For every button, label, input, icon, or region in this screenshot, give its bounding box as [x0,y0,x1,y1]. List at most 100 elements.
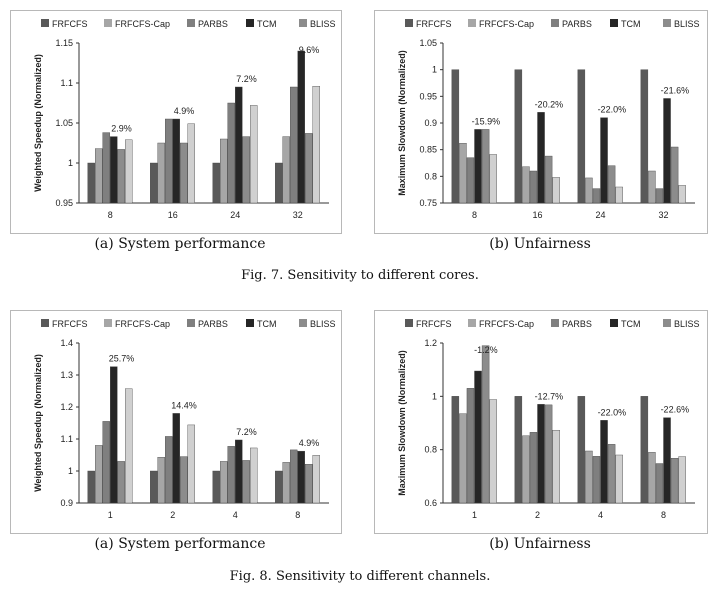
bar-tcm-2 [537,404,545,504]
legend-label-bliss: BLISS [674,19,700,29]
bar-frfcfs-32 [275,162,283,204]
bar-bliss-16 [180,142,188,204]
bar-bliss-24 [242,136,250,204]
y-tick-label: 0.95 [419,91,437,101]
legend-label-parbs: PARBS [562,19,592,29]
chart-fig8a-svg: FRFCFSFRFCFS-CapPARBSTCMBLISSDMPS0.911.1… [33,319,336,520]
legend-swatch-bliss [663,19,671,27]
legend-label-frfcfs-cap: FRFCFS-Cap [115,319,170,329]
x-tick-label: 8 [472,210,477,220]
bar-parbs-32 [655,188,664,204]
bar-parbs-4 [227,446,235,504]
legend-swatch-frfcfs [41,19,49,27]
bar-tcm-2 [172,413,180,504]
annotation-label: -1.2% [474,345,498,355]
x-tick-label: 8 [295,510,300,520]
bar-frfcfs-16 [150,162,158,204]
legend-label-tcm: TCM [257,19,277,29]
bar-frfcfs-24 [212,162,220,204]
annotation-label: 25.7% [109,354,135,364]
bar-dmps-1 [125,388,133,504]
bar-dmps-16 [187,123,195,204]
annotation-label: 14.4% [171,400,197,410]
annotation-label: -21.6% [661,85,690,95]
chart-panel-fig7b: FRFCFSFRFCFS-CapPARBSTCMBLISSDMPS0.750.8… [374,10,708,234]
legend-label-tcm: TCM [257,319,277,329]
legend-label-bliss: BLISS [310,19,336,29]
legend-label-frfcfs: FRFCFS [416,319,452,329]
bar-frfcfs-1 [87,470,95,504]
bar-dmps-4 [250,447,258,504]
bar-bliss-24 [607,165,616,204]
bar-parbs-2 [529,432,538,504]
bar-frfcfs-cap-24 [220,138,228,204]
bar-tcm-8 [474,129,482,204]
x-tick-label: 24 [595,210,605,220]
bar-frfcfs-cap-1 [459,413,467,504]
bar-frfcfs-32 [640,69,649,204]
bar-frfcfs-cap-32 [648,170,656,204]
legend-swatch-tcm [246,319,254,327]
legend-label-frfcfs-cap: FRFCFS-Cap [115,19,170,29]
bar-parbs-32 [290,86,298,204]
bar-tcm-4 [235,439,243,504]
legend-label-parbs: PARBS [198,19,228,29]
legend-swatch-frfcfs [405,19,413,27]
bar-frfcfs-8 [87,162,95,204]
y-tick-label: 1.05 [55,118,73,128]
y-tick-label: 1.2 [424,338,437,348]
annotation-label: 7.2% [236,427,257,437]
bar-bliss-8 [117,149,125,204]
bar-dmps-8 [489,154,497,204]
bar-parbs-4 [592,456,601,504]
x-tick-label: 8 [661,510,666,520]
bar-frfcfs-8 [451,69,460,204]
legend-swatch-tcm [610,319,618,327]
y-tick-label: 1.1 [60,434,73,444]
bar-parbs-16 [165,118,173,204]
legend-swatch-frfcfs [405,319,413,327]
bar-dmps-1 [489,399,497,504]
x-tick-label: 16 [168,210,178,220]
legend-label-frfcfs-cap: FRFCFS-Cap [479,319,534,329]
bar-dmps-8 [312,455,320,504]
chart-panel-fig8b: FRFCFSFRFCFS-CapPARBSTCMBLISSDMPS0.60.81… [374,310,708,534]
y-tick-label: 1.1 [60,78,73,88]
bar-bliss-32 [670,146,679,204]
bar-tcm-16 [172,118,180,204]
y-tick-label: 1 [432,391,437,401]
bar-frfcfs-cap-8 [648,452,656,504]
bar-dmps-24 [615,186,623,204]
bar-frfcfs-cap-4 [220,461,228,504]
y-tick-label: 1.3 [60,370,73,380]
bar-dmps-4 [615,454,623,504]
bar-bliss-4 [607,444,616,504]
bar-bliss-16 [544,155,553,204]
annotation-label: 4.9% [174,106,195,116]
bar-frfcfs-cap-24 [585,177,593,204]
bar-tcm-1 [474,370,482,504]
y-tick-label: 0.85 [419,145,437,155]
legend-swatch-tcm [246,19,254,27]
y-tick-label: 0.8 [424,171,437,181]
y-tick-label: 0.9 [424,118,437,128]
legend-label-frfcfs: FRFCFS [52,319,88,329]
annotation-label: -22.0% [598,105,627,115]
bar-bliss-2 [180,456,188,504]
legend-swatch-bliss [299,19,307,27]
bar-tcm-8 [297,450,305,504]
bar-dmps-32 [678,185,686,204]
bar-frfcfs-cap-16 [522,166,530,204]
figure-caption-fig8: Fig. 8. Sensitivity to different channel… [229,569,491,584]
bar-dmps-16 [552,177,560,204]
annotation-label: -22.0% [598,407,627,417]
legend-swatch-bliss [299,319,307,327]
chart-panel-fig7a: FRFCFSFRFCFS-CapPARBSTCMBLISSDMPS0.9511.… [10,10,342,234]
bar-dmps-2 [187,424,195,504]
bar-frfcfs-cap-2 [522,435,530,504]
bar-tcm-24 [235,86,243,204]
bar-dmps-24 [250,105,258,204]
bar-bliss-8 [670,457,679,504]
bar-frfcfs-4 [577,396,586,504]
legend-label-frfcfs-cap: FRFCFS-Cap [479,19,534,29]
